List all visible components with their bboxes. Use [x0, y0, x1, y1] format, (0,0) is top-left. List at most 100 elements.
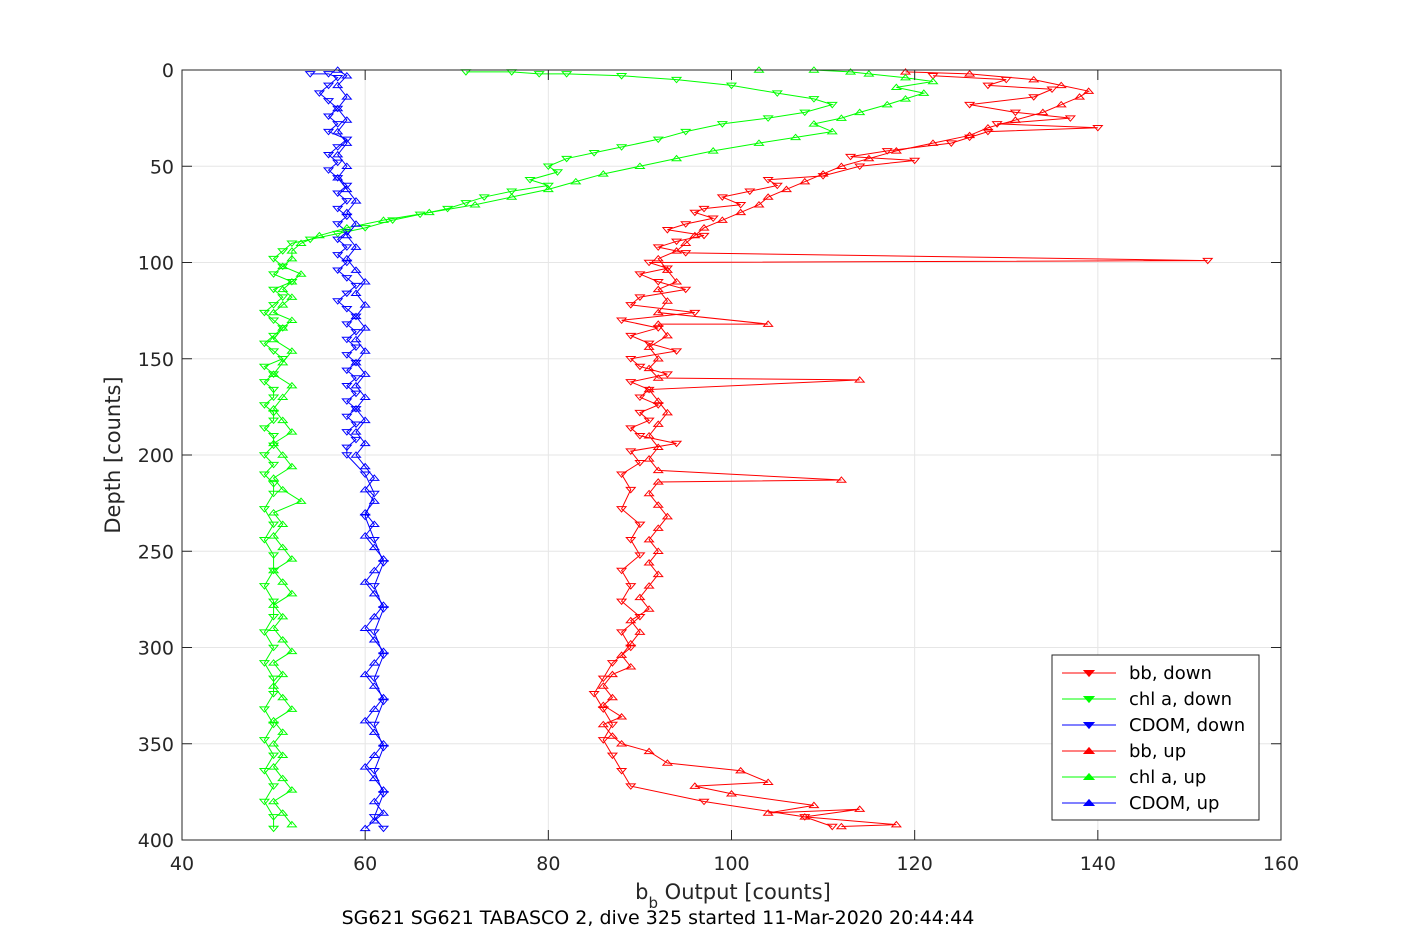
data-point	[881, 100, 893, 108]
data-point	[387, 217, 399, 224]
data-point	[359, 624, 371, 631]
data-point	[762, 193, 774, 200]
data-point	[616, 651, 628, 658]
y-tick-label: 0	[162, 60, 174, 82]
data-point	[377, 555, 390, 562]
data-point	[616, 317, 628, 325]
data-point	[286, 786, 298, 793]
y-tick-label: 200	[138, 445, 174, 467]
data-point	[1028, 75, 1040, 83]
data-point	[1073, 93, 1086, 100]
data-point	[661, 227, 673, 234]
data-point	[286, 820, 298, 828]
data-point	[680, 286, 692, 294]
y-tick-label: 300	[138, 638, 174, 660]
data-point	[341, 224, 353, 231]
data-point	[267, 763, 280, 770]
legend-label: chl a, up	[1129, 767, 1206, 788]
data-point	[368, 816, 380, 824]
data-point	[808, 120, 820, 127]
data-point	[350, 358, 362, 366]
data-point	[267, 721, 280, 729]
data-point	[670, 277, 683, 285]
series-line	[310, 73, 385, 829]
data-point	[616, 598, 628, 606]
data-point	[350, 404, 362, 412]
legend-item: bb, down	[1062, 663, 1212, 684]
data-point	[826, 127, 838, 135]
data-point	[359, 324, 371, 331]
data-point	[616, 767, 628, 775]
data-point	[332, 252, 344, 259]
data-point	[359, 471, 371, 479]
series-5	[332, 66, 390, 832]
data-point	[267, 371, 280, 378]
data-point	[286, 347, 298, 354]
data-point	[964, 131, 976, 139]
data-point	[267, 404, 280, 412]
data-point	[267, 783, 280, 790]
data-point	[643, 431, 655, 439]
data-point	[277, 728, 289, 735]
data-point	[835, 822, 847, 830]
data-point	[881, 148, 893, 155]
data-point	[332, 81, 344, 89]
data-point	[258, 536, 271, 544]
data-point	[826, 101, 838, 109]
data-point	[368, 682, 380, 689]
data-point	[597, 675, 609, 683]
data-point	[643, 385, 655, 393]
data-point	[267, 286, 280, 294]
data-point	[350, 451, 362, 458]
data-point	[927, 139, 939, 146]
data-point	[332, 236, 344, 244]
y-axis-label: Depth [counts]	[101, 376, 125, 533]
data-point	[368, 814, 380, 821]
data-point	[826, 823, 838, 831]
data-point	[359, 225, 371, 232]
data-point	[267, 814, 280, 821]
data-point	[332, 205, 344, 213]
data-point	[267, 532, 280, 539]
data-point	[533, 71, 545, 78]
data-point	[1055, 81, 1067, 89]
data-point	[258, 340, 271, 348]
data-point	[377, 606, 390, 613]
data-point	[368, 659, 380, 666]
data-point	[625, 662, 637, 670]
data-point	[267, 335, 280, 343]
y-tick-label: 250	[138, 541, 174, 563]
data-point	[643, 386, 655, 394]
data-point	[716, 194, 728, 201]
data-point	[817, 170, 829, 177]
y-tick-label: 400	[138, 830, 174, 852]
data-point	[267, 409, 280, 417]
data-point	[643, 535, 655, 543]
data-point	[771, 90, 783, 97]
data-point	[359, 301, 371, 308]
data-point	[652, 285, 664, 293]
data-point	[927, 73, 939, 80]
data-point	[377, 825, 390, 833]
y-tick-label: 350	[138, 734, 174, 756]
data-point	[661, 512, 673, 520]
data-point	[744, 188, 756, 196]
data-point	[286, 316, 298, 323]
data-point	[606, 670, 619, 678]
data-point	[368, 497, 380, 504]
legend-label: bb, down	[1129, 663, 1212, 684]
data-point	[606, 721, 619, 729]
data-point	[332, 221, 344, 228]
data-point	[377, 791, 390, 798]
data-point	[277, 751, 289, 759]
data-point	[377, 744, 390, 752]
data-point	[359, 462, 371, 470]
data-point	[652, 397, 664, 404]
data-point	[844, 68, 857, 75]
x-axis-label: bb Output [counts]	[635, 880, 831, 912]
data-point	[368, 751, 380, 759]
data-point	[359, 716, 371, 724]
data-point	[267, 417, 280, 425]
data-point	[561, 71, 573, 78]
data-point	[625, 583, 637, 590]
